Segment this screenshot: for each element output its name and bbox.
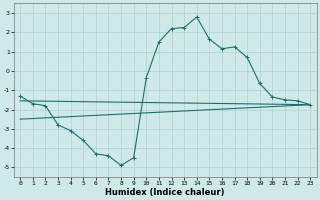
X-axis label: Humidex (Indice chaleur): Humidex (Indice chaleur) [106, 188, 225, 197]
